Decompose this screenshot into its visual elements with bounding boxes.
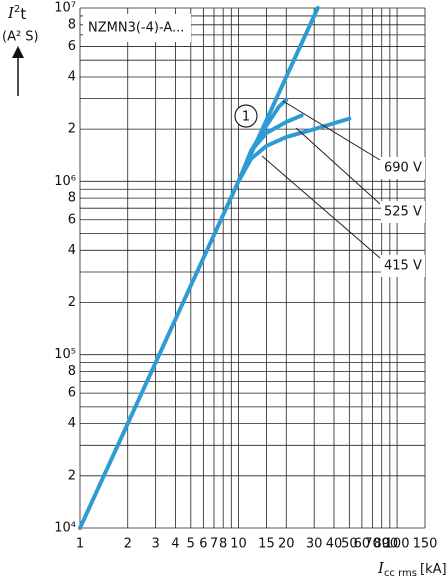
y-tick-label: 6 <box>68 386 76 401</box>
series-line <box>249 97 289 153</box>
series-line <box>236 116 352 184</box>
leader-line <box>261 155 381 259</box>
annotation: 1 <box>242 110 250 125</box>
y-tick-label: 4 <box>68 69 76 84</box>
x-tick-label: 3 <box>152 537 160 552</box>
x-tick-label: 4 <box>171 537 179 552</box>
x-tick-label: 40 <box>326 537 343 552</box>
series-label: 525 V <box>384 205 422 220</box>
x-tick-label: 10 <box>230 537 247 552</box>
y-tick-label: 8 <box>68 17 76 32</box>
x-tick-label: 5 <box>187 537 195 552</box>
y-tick-label: 4 <box>68 416 76 431</box>
label-bg <box>381 201 425 223</box>
y-tick-label: 10⁴ <box>54 521 76 536</box>
x-tick-label: 60 <box>354 537 371 552</box>
curves <box>78 6 352 530</box>
x-tick-label: 80 <box>373 537 390 552</box>
x-tick-label: 100 <box>385 537 410 552</box>
x-tick-label: 30 <box>306 537 323 552</box>
y-axis-unit: (A² S) <box>2 30 39 45</box>
y-tick-label: 2 <box>68 295 76 310</box>
y-tick-label: 6 <box>68 212 76 227</box>
arrow-head <box>12 46 24 58</box>
y-axis-title: I2t <box>7 4 26 23</box>
x-axis-title: Icc rms [kA] <box>377 559 446 579</box>
y-tick-label: 2 <box>68 122 76 137</box>
label-bg <box>381 157 425 179</box>
x-tick-label: 15 <box>258 537 275 552</box>
label-bg <box>381 255 425 277</box>
series-line <box>78 6 320 530</box>
y-tick-label: 8 <box>68 191 76 206</box>
leader-line <box>295 127 381 205</box>
y-tick-label: 2 <box>68 468 76 483</box>
annotation-circle <box>234 104 258 128</box>
x-tick-label: 20 <box>278 537 295 552</box>
legend-text: NZMN3(-4)-A... <box>88 21 184 36</box>
x-tick-label: 50 <box>341 537 358 552</box>
y-tick-label: 4 <box>68 243 76 258</box>
x-tick-label: 90 <box>382 537 399 552</box>
x-tick-label: 6 <box>199 537 207 552</box>
series-label: 415 V <box>384 259 422 274</box>
y-tick-label: 10⁵ <box>54 347 76 362</box>
x-tick-label: 150 <box>413 537 438 552</box>
x-tick-label: 8 <box>219 537 227 552</box>
x-tick-label: 70 <box>364 537 381 552</box>
grid <box>79 7 426 529</box>
x-tick-label: 7 <box>210 537 218 552</box>
x-tick-label: 2 <box>124 537 132 552</box>
series-label: 690 V <box>384 161 422 176</box>
y-tick-label: 10⁶ <box>54 174 76 189</box>
x-tick-label: 1 <box>76 537 84 552</box>
y-tick-label: 6 <box>68 39 76 54</box>
y-tick-label: 8 <box>68 364 76 379</box>
leader-line <box>282 100 381 161</box>
y-tick-label: 10⁷ <box>54 1 76 16</box>
series-line <box>236 113 304 184</box>
legend-box <box>83 14 191 42</box>
